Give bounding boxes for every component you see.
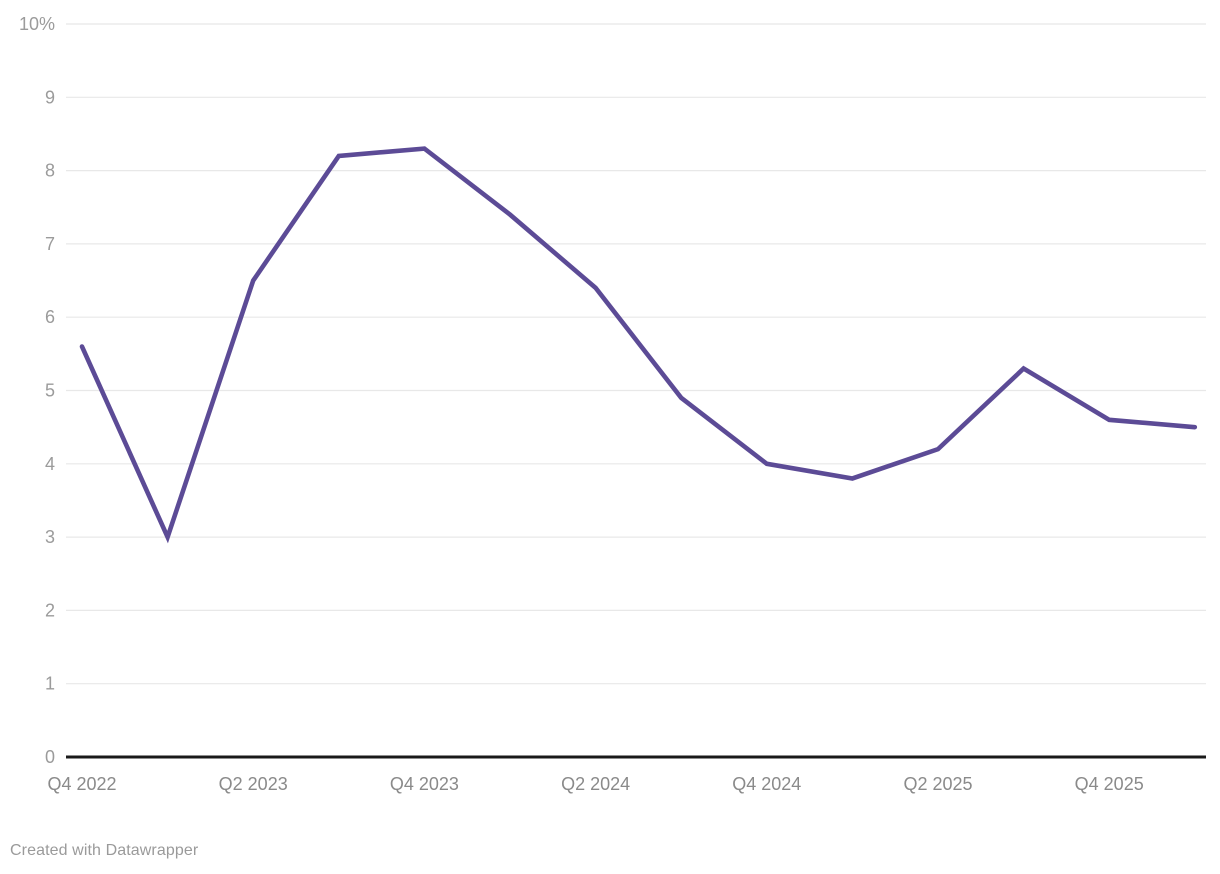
x-axis-tick-label: Q4 2025 [1075, 774, 1144, 794]
x-axis-tick-label: Q4 2023 [390, 774, 459, 794]
x-axis-tick-label: Q2 2023 [219, 774, 288, 794]
y-axis-tick-label: 6 [45, 307, 55, 327]
x-axis-tick-label: Q4 2024 [732, 774, 801, 794]
x-axis-tick-label: Q4 2022 [47, 774, 116, 794]
y-axis-tick-label: 0 [45, 747, 55, 767]
y-axis-tick-label: 3 [45, 527, 55, 547]
y-axis-tick-label: 9 [45, 87, 55, 107]
x-axis-tick-label: Q2 2025 [903, 774, 972, 794]
y-axis-tick-label: 1 [45, 674, 55, 694]
y-axis-tick-label: 7 [45, 234, 55, 254]
data-series-line [79, 146, 1198, 544]
y-axis-tick-label: 10% [19, 14, 55, 34]
y-axis-tick-label: 4 [45, 454, 55, 474]
y-axis-tick-label: 8 [45, 161, 55, 181]
line-chart: 0 1 2 3 4 5 6 7 8 9 10% Q4 2022 Q2 2023 Q4 2023 Q2 202… [19, 14, 1206, 794]
x-axis-tick-label: Q2 2024 [561, 774, 630, 794]
datawrapper-attribution-link[interactable]: Created with Datawrapper [10, 842, 199, 859]
y-axis-tick-label: 5 [45, 381, 55, 401]
y-axis-tick-label: 2 [45, 600, 55, 620]
